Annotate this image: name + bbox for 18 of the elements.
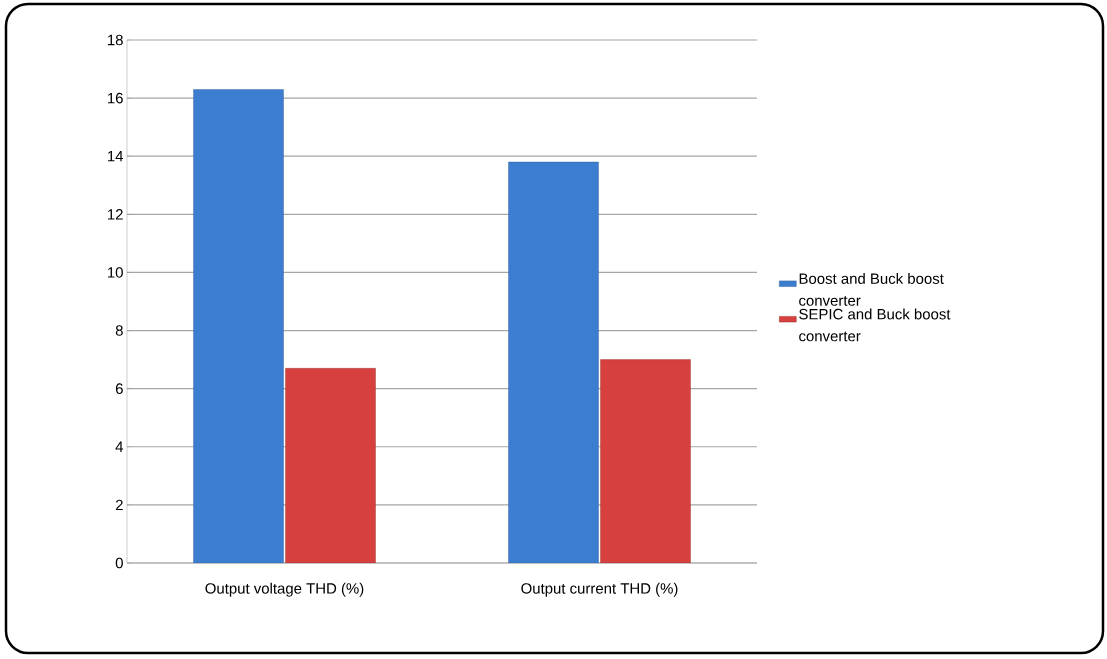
y-tick-label: 8: [115, 325, 123, 336]
bar: [285, 368, 376, 563]
x-tick-label: Output current THD (%): [521, 582, 678, 597]
y-tick-label: 12: [108, 209, 123, 220]
bar: [193, 89, 284, 563]
y-tick-label: 4: [115, 441, 124, 452]
y-tick-label: 10: [108, 267, 123, 278]
legend-label: SEPIC and Buck boost converter: [799, 308, 951, 342]
y-tick-label: 2: [115, 499, 123, 511]
bar: [600, 359, 691, 563]
y-tick-label: 0: [115, 557, 123, 569]
y-tick-label: 6: [115, 383, 123, 394]
y-tick-label: 16: [108, 92, 123, 104]
x-tick-label: Output voltage THD (%): [205, 582, 364, 597]
y-tick-label: 14: [108, 151, 124, 162]
bar: [508, 161, 599, 563]
y-tick-label: 18: [108, 34, 123, 46]
legend-label: Boost and Buck boost converter: [799, 272, 944, 306]
